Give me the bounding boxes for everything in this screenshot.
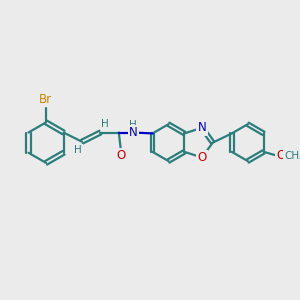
- Text: N: N: [129, 126, 138, 139]
- Text: N: N: [197, 121, 206, 134]
- Text: H: H: [74, 145, 82, 155]
- Text: O: O: [197, 151, 206, 164]
- Text: CH₃: CH₃: [284, 151, 300, 160]
- Text: O: O: [277, 149, 286, 162]
- Text: O: O: [116, 149, 125, 162]
- Text: H: H: [129, 120, 136, 130]
- Text: H: H: [101, 119, 109, 129]
- Text: Br: Br: [38, 93, 52, 106]
